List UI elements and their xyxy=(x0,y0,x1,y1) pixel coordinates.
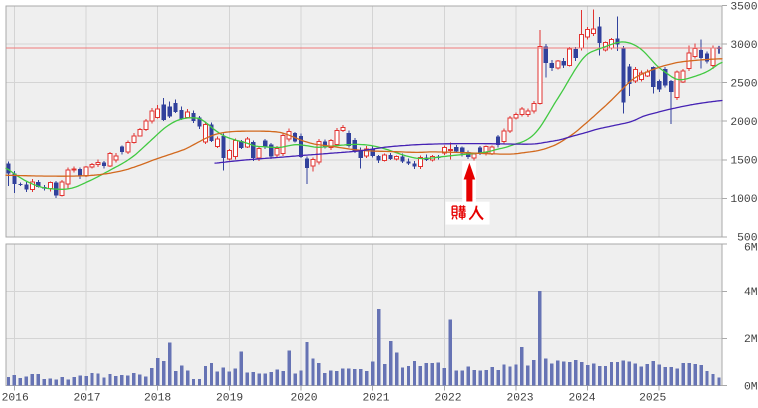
svg-text:2021: 2021 xyxy=(362,393,389,405)
svg-text:3500: 3500 xyxy=(730,1,757,13)
svg-text:4M: 4M xyxy=(744,287,758,299)
svg-text:2000: 2000 xyxy=(730,117,757,129)
svg-text:2M: 2M xyxy=(744,334,758,346)
svg-text:500: 500 xyxy=(737,233,758,245)
svg-text:2016: 2016 xyxy=(2,393,29,405)
svg-text:2025: 2025 xyxy=(639,393,666,405)
svg-text:2018: 2018 xyxy=(144,393,171,405)
svg-text:2017: 2017 xyxy=(73,393,100,405)
svg-text:1500: 1500 xyxy=(730,156,757,168)
svg-text:0M: 0M xyxy=(744,381,758,393)
svg-text:2020: 2020 xyxy=(290,393,317,405)
svg-text:2023: 2023 xyxy=(506,393,533,405)
svg-text:2019: 2019 xyxy=(216,393,243,405)
svg-text:2024: 2024 xyxy=(568,393,595,405)
svg-text:2500: 2500 xyxy=(730,78,757,90)
svg-text:3000: 3000 xyxy=(730,40,757,52)
svg-text:1000: 1000 xyxy=(730,194,757,206)
svg-text:2022: 2022 xyxy=(434,393,461,405)
svg-text:6M: 6M xyxy=(744,242,758,254)
